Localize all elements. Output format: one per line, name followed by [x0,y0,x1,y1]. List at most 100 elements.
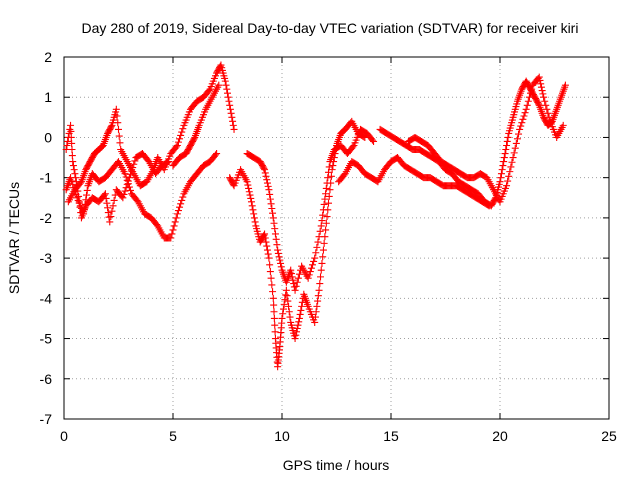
data-point [121,187,129,195]
data-point [69,158,77,166]
data-point [515,130,523,138]
data-point [279,310,287,318]
data-point [261,166,269,174]
data-point [266,268,274,276]
data-point [264,182,272,190]
series-trace-e [243,125,378,294]
data-point [322,184,330,192]
data-point [72,178,80,186]
data-point [278,314,286,322]
data-point [103,199,111,207]
data-point [174,138,182,146]
data-point [265,254,273,262]
data-point [107,213,115,221]
data-point [561,81,569,89]
data-point [244,181,252,189]
y-tick-label: -3 [40,250,53,266]
data-point [537,80,545,88]
data-point [68,177,76,185]
data-point [294,274,302,282]
data-point [264,250,272,258]
y-tick-label: -1 [40,170,53,186]
data-point [229,121,237,129]
data-point [74,187,82,195]
data-point [527,89,535,97]
data-point [540,93,548,101]
data-point [225,97,233,105]
data-point [68,146,76,154]
data-point [107,123,115,131]
data-point [164,158,172,166]
data-point [272,235,280,243]
data-point [292,282,300,290]
data-point [69,180,77,188]
data-point [101,190,109,198]
data-point [263,179,271,187]
data-point [129,164,137,172]
data-point [268,205,276,213]
data-point [513,135,521,143]
series-trace-i [62,121,173,226]
data-point [250,210,258,218]
data-point [269,209,277,217]
data-point [177,200,185,208]
data-point [524,97,532,105]
data-point [283,292,291,300]
data-point [178,128,186,136]
data-point [229,117,237,125]
data-point [313,302,321,310]
data-point [535,73,543,81]
data-point [318,259,326,267]
data-point [124,177,132,185]
data-point [504,177,512,185]
data-point [318,217,326,225]
data-point [106,218,114,226]
data-point [510,149,518,157]
data-point [105,213,113,221]
data-point [294,321,302,329]
data-point [116,139,124,147]
data-point [251,218,259,226]
data-point [320,239,328,247]
data-point [179,193,187,201]
data-point [315,286,323,294]
data-point [270,308,278,316]
data-point [370,137,378,145]
data-point [304,274,312,282]
data-point [112,105,120,113]
series-trace-f [335,154,493,210]
data-point [125,174,133,182]
data-point [519,115,527,123]
data-point [224,89,231,97]
y-tick-label: -2 [40,210,53,226]
data-point [297,306,305,314]
x-tick-label: 20 [492,428,508,444]
data-point [176,135,184,143]
data-point [291,286,299,294]
data-point [503,141,511,149]
data-point [306,268,314,276]
data-point [130,160,138,168]
data-point [503,137,511,145]
data-point [309,261,317,269]
data-point [293,325,301,332]
data-point [323,213,331,221]
series-trace-h [404,73,567,206]
data-point [285,302,293,310]
data-point [247,198,255,206]
data-point [288,273,296,281]
data-point [324,174,332,182]
data-point [263,246,271,254]
data-point [281,296,289,304]
data-point [314,297,322,305]
data-point [176,203,184,211]
y-tick-label: -7 [40,411,53,427]
data-point [537,83,545,91]
data-point [271,321,279,329]
data-point [311,318,319,326]
data-point [286,313,294,321]
data-point [501,150,509,158]
data-point [269,214,277,222]
data-point [267,200,275,208]
